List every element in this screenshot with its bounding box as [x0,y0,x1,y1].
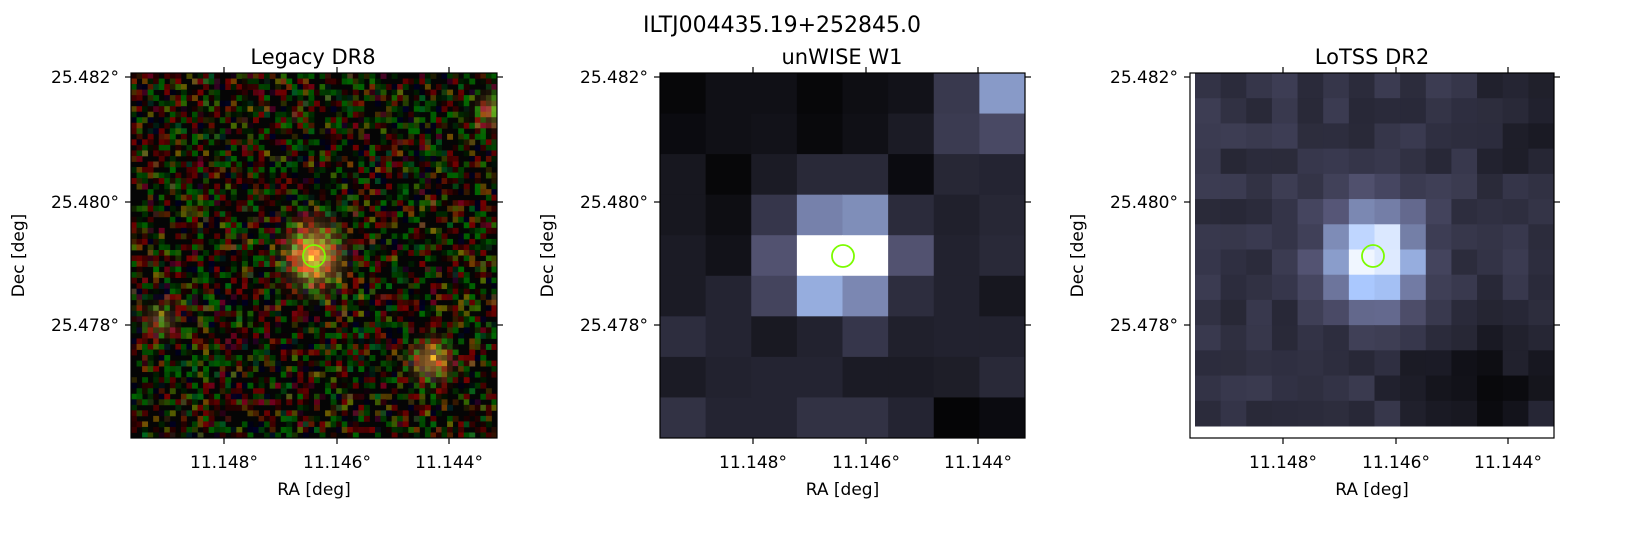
panel-lotss-title: LoTSS DR2 [1315,45,1429,69]
panel-legacy-frame [130,72,498,439]
panel-legacy-xlabel: RA [deg] [277,480,350,500]
panel-unwise-xtick-1: 11.148° [719,453,787,473]
panel-legacy-ytick-1: 25.482° [51,68,119,88]
panel-legacy-ylabel: Dec [deg] [9,214,29,298]
panel-lotss-xtick-1: 11.148° [1249,453,1317,473]
panel-legacy-ytick-2: 25.480° [51,193,119,213]
panel-legacy: Legacy DR8 11.148° 11.146° 11.144° 25.48… [9,45,503,500]
panel-lotss-source-marker [1361,244,1385,268]
panel-lotss-ytick-1: 25.482° [1110,68,1178,88]
panel-unwise-title: unWISE W1 [782,45,903,69]
panel-legacy-source-marker [302,244,326,268]
panel-lotss-frame [1189,72,1555,439]
panel-unwise-xlabel: RA [deg] [806,480,879,500]
panel-legacy-title: Legacy DR8 [250,45,375,69]
panel-lotss-ticks [1184,67,1560,444]
panel-lotss-xtick-3: 11.144° [1474,453,1542,473]
panel-legacy-xtick-3: 11.144° [415,453,483,473]
panel-unwise-frame [659,72,1026,439]
panel-unwise: unWISE W1 11.148° 11.146° 11.144° 25.482… [538,45,1031,500]
panel-unwise-xtick-2: 11.146° [832,453,900,473]
panel-lotss-xtick-2: 11.146° [1362,453,1430,473]
panel-unwise-ytick-2: 25.480° [580,193,648,213]
panel-lotss-ytick-2: 25.480° [1110,193,1178,213]
panel-unwise-xtick-3: 11.144° [944,453,1012,473]
panel-legacy-xtick-1: 11.148° [190,453,258,473]
panel-lotss: LoTSS DR2 11.148° 11.146° 11.144° 25.482… [1068,45,1560,500]
panel-legacy-ytick-3: 25.478° [51,316,119,336]
panel-unwise-image [660,73,1026,439]
panel-legacy-xtick-2: 11.146° [303,453,371,473]
panel-unwise-ytick-3: 25.478° [580,316,648,336]
panel-unwise-ylabel: Dec [deg] [538,214,558,298]
panel-lotss-image [1190,73,1555,438]
panel-legacy-ticks [125,67,503,444]
panel-unwise-ticks [654,67,1031,444]
panel-lotss-ylabel: Dec [deg] [1068,214,1088,298]
panel-unwise-source-marker [831,244,855,268]
panel-unwise-ytick-1: 25.482° [580,68,648,88]
panel-lotss-ytick-3: 25.478° [1110,316,1178,336]
panel-legacy-image [131,73,498,439]
panel-lotss-xlabel: RA [deg] [1335,480,1408,500]
figure-title: ILTJ004435.19+252845.0 [643,13,921,38]
